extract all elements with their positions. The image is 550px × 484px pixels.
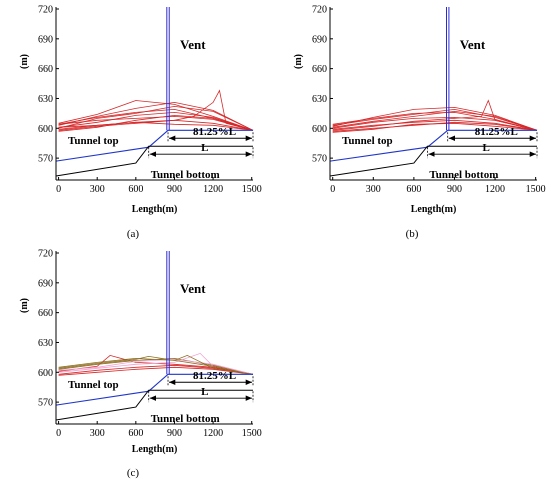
y-tick-label: 570 bbox=[38, 398, 53, 409]
panel-label: (a) bbox=[127, 228, 140, 240]
x-tick-label: 1200 bbox=[203, 428, 223, 439]
y-tick-label: 600 bbox=[38, 368, 53, 379]
x-tick-label: 1500 bbox=[242, 184, 262, 195]
tunnel-top-label: Tunnel top bbox=[342, 135, 393, 147]
tunnel-top-label: Tunnel top bbox=[68, 135, 119, 147]
y-tick-label: 720 bbox=[312, 4, 327, 15]
streamline bbox=[58, 100, 254, 131]
streamline bbox=[58, 115, 254, 131]
x-tick-label: 1500 bbox=[242, 428, 262, 439]
x-tick-label: 300 bbox=[366, 184, 381, 195]
y-tick-label: 630 bbox=[38, 338, 53, 349]
tunnel-bottom-label: Tunnel bottom bbox=[429, 169, 498, 181]
x-tick-label: 300 bbox=[90, 428, 105, 439]
streamline bbox=[332, 108, 538, 131]
y-axis-title: (m) bbox=[19, 298, 30, 313]
length-label: L bbox=[201, 142, 208, 154]
streamline bbox=[58, 108, 254, 131]
streamline bbox=[58, 101, 254, 131]
y-axis-title: (m) bbox=[293, 54, 304, 69]
streamline bbox=[332, 111, 538, 131]
x-tick-label: 900 bbox=[447, 184, 462, 195]
y-tick-label: 690 bbox=[312, 34, 327, 45]
y-tick-label: 600 bbox=[312, 124, 327, 135]
panel-label: (b) bbox=[406, 228, 419, 240]
streamline bbox=[332, 99, 538, 131]
streamline bbox=[332, 122, 538, 133]
y-tick-label: 630 bbox=[312, 94, 327, 105]
y-tick-label: 570 bbox=[312, 154, 327, 165]
y-tick-label: 660 bbox=[38, 308, 53, 319]
streamline bbox=[58, 119, 254, 131]
tunnel-top-line bbox=[55, 373, 253, 406]
ratio-label: 81.25%L bbox=[475, 126, 518, 138]
x-tick-label: 900 bbox=[167, 184, 182, 195]
x-tick-label: 0 bbox=[56, 428, 61, 439]
length-label: L bbox=[483, 142, 490, 154]
y-tick-label: 660 bbox=[38, 64, 53, 75]
x-tick-label: 600 bbox=[128, 428, 143, 439]
x-tick-label: 1500 bbox=[526, 184, 546, 195]
streamline bbox=[58, 89, 254, 131]
chart-panel: 81.25%L L Tunnel top Tunnel bottom Vent 570 60… bbox=[293, 4, 546, 240]
y-tick-label: 600 bbox=[38, 124, 53, 135]
ratio-label: 81.25%L bbox=[193, 370, 236, 382]
vent-label: Vent bbox=[460, 37, 486, 52]
streamline bbox=[58, 366, 254, 376]
x-tick-label: 900 bbox=[167, 428, 182, 439]
y-tick-label: 690 bbox=[38, 278, 53, 289]
y-tick-label: 660 bbox=[312, 64, 327, 75]
streamline bbox=[332, 110, 538, 131]
x-tick-label: 0 bbox=[56, 184, 61, 195]
streamline bbox=[58, 355, 254, 375]
tunnel-top-label: Tunnel top bbox=[68, 379, 119, 391]
x-tick-label: 1200 bbox=[485, 184, 505, 195]
streamline bbox=[58, 111, 254, 131]
length-label: L bbox=[201, 386, 208, 398]
vent-label: Vent bbox=[180, 37, 206, 52]
y-tick-label: 570 bbox=[38, 154, 53, 165]
streamline bbox=[332, 106, 538, 131]
tunnel-bottom-line bbox=[329, 145, 537, 177]
chart-panel: 81.25%L L Tunnel top Tunnel bottom Vent 570 60… bbox=[19, 248, 262, 479]
streamline bbox=[332, 119, 538, 131]
chart-panel: 81.25%L L Tunnel top Tunnel bottom Vent 570 60… bbox=[19, 4, 262, 240]
tunnel-bottom-line bbox=[55, 389, 253, 421]
tunnel-top-line bbox=[55, 129, 253, 162]
vent-label: Vent bbox=[180, 281, 206, 296]
x-tick-label: 300 bbox=[90, 184, 105, 195]
streamline bbox=[58, 105, 254, 131]
x-tick-label: 600 bbox=[406, 184, 421, 195]
y-tick-label: 720 bbox=[38, 4, 53, 15]
panel-label: (c) bbox=[127, 467, 140, 479]
streamline bbox=[58, 354, 254, 375]
tunnel-bottom-label: Tunnel bottom bbox=[151, 169, 220, 181]
y-tick-label: 720 bbox=[38, 248, 53, 259]
y-tick-label: 630 bbox=[38, 94, 53, 105]
y-axis-title: (m) bbox=[19, 54, 30, 69]
x-tick-label: 600 bbox=[128, 184, 143, 195]
x-tick-label: 1200 bbox=[203, 184, 223, 195]
y-tick-label: 690 bbox=[38, 34, 53, 45]
ratio-label: 81.25%L bbox=[193, 126, 236, 138]
tunnel-top-line bbox=[329, 129, 537, 162]
x-tick-label: 0 bbox=[330, 184, 335, 195]
x-axis-title: Length(m) bbox=[132, 204, 178, 215]
tunnel-bottom-label: Tunnel bottom bbox=[151, 413, 220, 425]
x-axis-title: Length(m) bbox=[132, 444, 178, 455]
tunnel-bottom-line bbox=[55, 145, 253, 177]
x-axis-title: Length(m) bbox=[411, 204, 457, 215]
streamline bbox=[58, 354, 254, 375]
streamline bbox=[58, 358, 254, 375]
